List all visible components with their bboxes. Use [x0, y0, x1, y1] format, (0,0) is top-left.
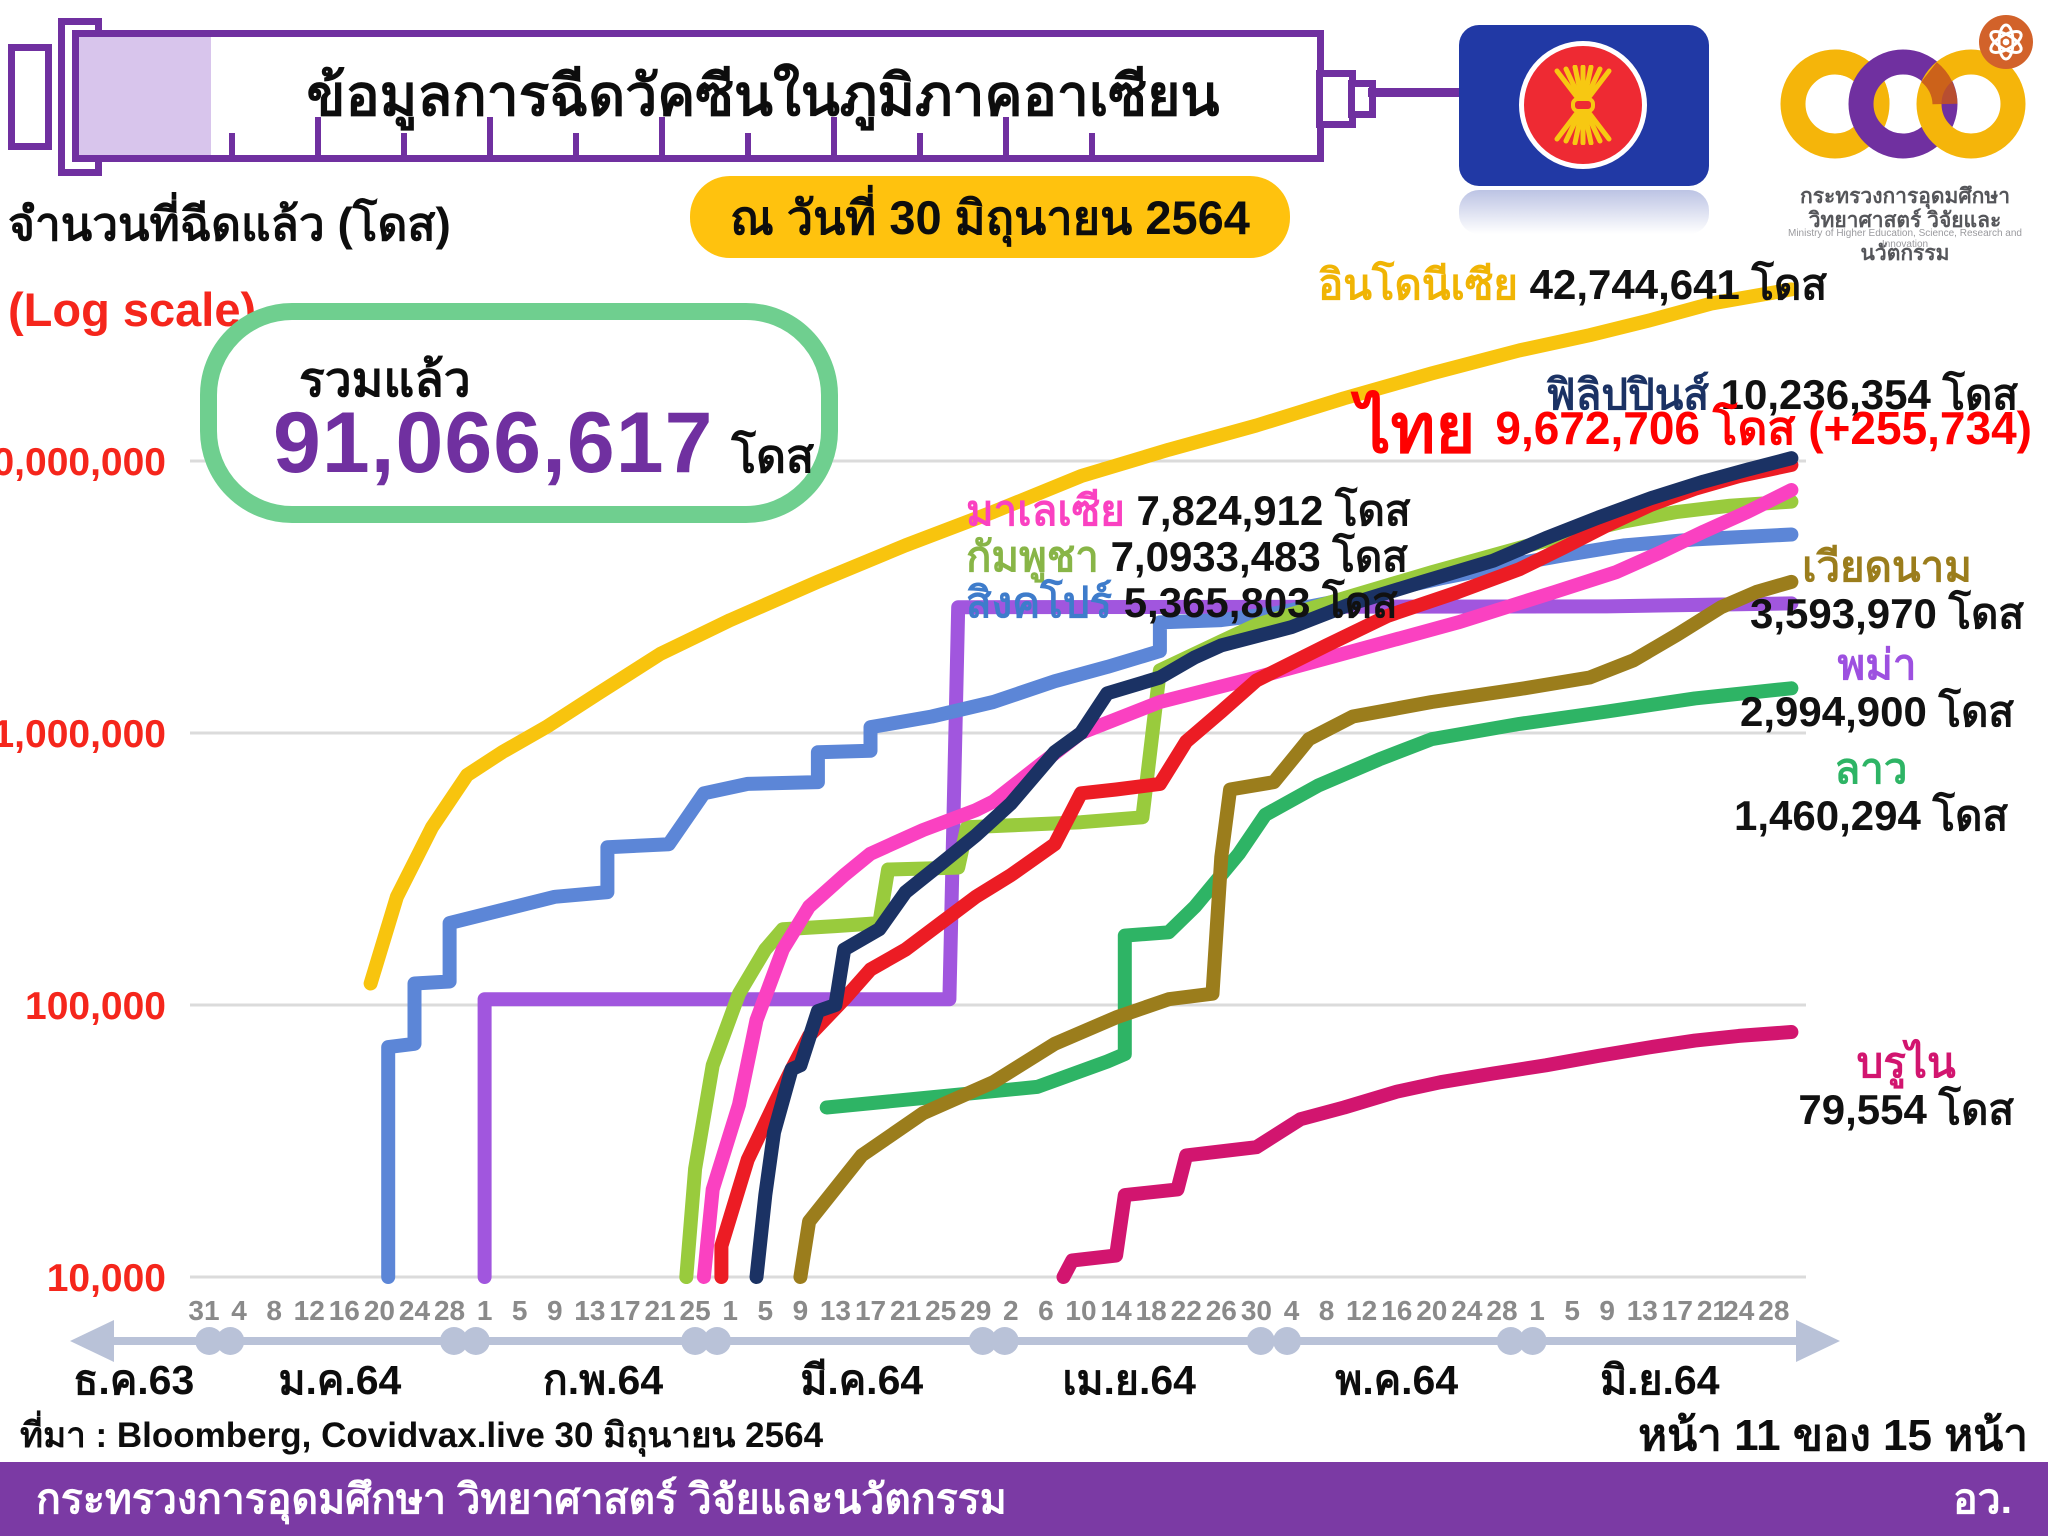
- footer-ministry-abbr: อว.: [1952, 1475, 2012, 1522]
- svg-text:1: 1: [1529, 1295, 1545, 1326]
- svg-text:10: 10: [1065, 1295, 1096, 1326]
- svg-text:2: 2: [1003, 1295, 1019, 1326]
- svg-text:18: 18: [1136, 1295, 1167, 1326]
- svg-text:28: 28: [434, 1295, 465, 1326]
- svg-text:1: 1: [722, 1295, 738, 1326]
- svg-text:16: 16: [1381, 1295, 1412, 1326]
- mhesi-name-en: Ministry of Higher Education, Science, R…: [1787, 228, 2022, 250]
- total-label: รวมแล้ว: [299, 354, 471, 407]
- svg-text:9: 9: [1599, 1295, 1615, 1326]
- svg-text:24: 24: [1723, 1295, 1755, 1326]
- svg-text:8: 8: [1319, 1295, 1335, 1326]
- annotation-cambodia: กัมพูชา 7,0933,483 โดส: [966, 533, 1408, 580]
- svg-text:1,000,000: 1,000,000: [0, 713, 166, 756]
- svg-text:17: 17: [609, 1295, 640, 1326]
- asean-emblem-icon: [1554, 65, 1612, 145]
- svg-text:16: 16: [329, 1295, 360, 1326]
- svg-text:29: 29: [960, 1295, 991, 1326]
- svg-text:28: 28: [1486, 1295, 1517, 1326]
- svg-text:14: 14: [1101, 1295, 1133, 1326]
- syringe-plunger-icon: [8, 44, 52, 150]
- svg-text:6: 6: [1038, 1295, 1054, 1326]
- annotation-indonesia: อินโดนีเซีย 42,744,641 โดส: [1318, 261, 1827, 308]
- svg-text:พ.ค.64: พ.ค.64: [1335, 1357, 1458, 1403]
- syringe-needle-icon: [1368, 88, 1460, 97]
- svg-text:17: 17: [1662, 1295, 1693, 1326]
- asean-logo: [1459, 25, 1709, 186]
- total-value: 91,066,617: [273, 395, 714, 491]
- title-banner: ข้อมูลการฉีดวัคซีนในภูมิภาคอาเซียน: [72, 30, 1324, 162]
- syringe-nozzle-tip-icon: [1348, 80, 1376, 118]
- log-scale-note: (Log scale): [8, 283, 257, 336]
- svg-text:ก.พ.64: ก.พ.64: [543, 1357, 663, 1403]
- annotation-philippines: ฟิลิปปินส์ 10,236,354 โดส: [1545, 371, 2018, 418]
- annotation-singapore: สิงคโปร์ 5,365,803 โดส: [966, 579, 1398, 626]
- svg-text:28: 28: [1758, 1295, 1789, 1326]
- annotation-malaysia: มาเลเซีย 7,824,912 โดส: [966, 487, 1411, 534]
- mhesi-name-line1: กระทรวงการอุดมศึกษา: [1800, 185, 2010, 208]
- svg-text:4: 4: [1284, 1295, 1300, 1326]
- asean-logo-reflection: [1459, 190, 1709, 234]
- mhesi-name-line2: วิทยาศาสตร์ วิจัยและนวัตกรรม: [1808, 209, 2002, 265]
- svg-text:12: 12: [1346, 1295, 1377, 1326]
- svg-text:24: 24: [399, 1295, 431, 1326]
- annotation-thailand: ไทย 9,672,706 โดส (+255,734): [1356, 390, 2032, 467]
- annotation-laos: ลาว 1,460,294 โดส: [1734, 745, 2008, 839]
- annotation-vietnam: เวียดนาม 3,593,970 โดส: [1750, 543, 2024, 637]
- svg-text:5: 5: [757, 1295, 773, 1326]
- svg-text:21: 21: [890, 1295, 921, 1326]
- svg-text:มิ.ย.64: มิ.ย.64: [1600, 1357, 1720, 1403]
- svg-text:30: 30: [1241, 1295, 1272, 1326]
- svg-text:21: 21: [644, 1295, 675, 1326]
- svg-text:26: 26: [1206, 1295, 1237, 1326]
- annotation-brunei: บรูไน 79,554 โดส: [1798, 1039, 2014, 1133]
- svg-text:ธ.ค.63: ธ.ค.63: [73, 1357, 194, 1403]
- svg-text:13: 13: [574, 1295, 605, 1326]
- svg-text:21: 21: [1697, 1295, 1728, 1326]
- svg-text:มี.ค.64: มี.ค.64: [800, 1357, 923, 1403]
- syringe-fill: [79, 37, 211, 155]
- date-badge: ณ วันที่ 30 มิถุนายน 2564: [690, 176, 1290, 258]
- annotation-myanmar: พม่า 2,994,900 โดส: [1740, 641, 2014, 735]
- svg-text:17: 17: [855, 1295, 886, 1326]
- svg-text:22: 22: [1171, 1295, 1202, 1326]
- svg-text:10,000: 10,000: [47, 1257, 166, 1300]
- mhesi-logo: กระทรวงการอุดมศึกษา วิทยาศาสตร์ วิจัยและ…: [1769, 12, 2041, 265]
- footer-ministry-text: กระทรวงการอุดมศึกษา วิทยาศาสตร์ วิจัยและ…: [36, 1475, 1007, 1522]
- svg-text:13: 13: [820, 1295, 851, 1326]
- source-note: ที่มา : Bloomberg, Covidvax.live 30 มิถุ…: [20, 1416, 824, 1455]
- total-badge: รวมแล้ว 91,066,617 โดส: [200, 303, 838, 523]
- svg-text:20: 20: [1416, 1295, 1447, 1326]
- svg-text:100,000: 100,000: [25, 985, 166, 1028]
- svg-text:12: 12: [294, 1295, 325, 1326]
- svg-text:9: 9: [793, 1295, 809, 1326]
- vaccination-line-chart: 10,000,0001,000,000100,00010,00031481216…: [0, 282, 1840, 1403]
- svg-text:25: 25: [925, 1295, 956, 1326]
- svg-text:4: 4: [231, 1295, 247, 1326]
- page-number: หน้า 11 ของ 15 หน้า: [1638, 1411, 2028, 1460]
- svg-text:25: 25: [680, 1295, 711, 1326]
- svg-text:8: 8: [266, 1295, 282, 1326]
- svg-text:10,000,000: 10,000,000: [0, 441, 166, 484]
- total-unit: โดส: [731, 430, 815, 482]
- svg-text:20: 20: [364, 1295, 395, 1326]
- svg-text:24: 24: [1451, 1295, 1483, 1326]
- y-axis-title: จำนวนที่ฉีดแล้ว (โดส): [8, 198, 451, 250]
- page-title: ข้อมูลการฉีดวัคซีนในภูมิภาคอาเซียน: [306, 64, 1220, 128]
- footer-bar: กระทรวงการอุดมศึกษา วิทยาศาสตร์ วิจัยและ…: [0, 1462, 2048, 1536]
- svg-text:5: 5: [1564, 1295, 1580, 1326]
- svg-text:31: 31: [188, 1295, 219, 1326]
- svg-text:9: 9: [547, 1295, 563, 1326]
- svg-text:13: 13: [1627, 1295, 1658, 1326]
- svg-text:ม.ค.64: ม.ค.64: [279, 1357, 402, 1403]
- svg-text:เม.ย.64: เม.ย.64: [1063, 1357, 1197, 1403]
- svg-text:1: 1: [477, 1295, 493, 1326]
- svg-text:5: 5: [512, 1295, 528, 1326]
- mhesi-60-icon: [1780, 15, 2033, 159]
